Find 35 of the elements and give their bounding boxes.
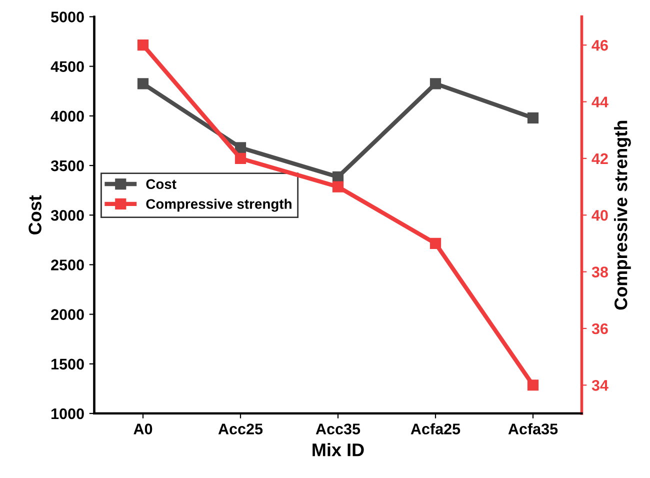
y2-tick-label: 44	[592, 96, 608, 108]
point	[430, 78, 442, 90]
y2-tick-label: 40	[592, 210, 608, 221]
y2-tick-label: 36	[592, 323, 608, 334]
y-tick-label: 1500	[52, 358, 84, 370]
y2-tick-label: 42	[592, 153, 608, 164]
y-tick-label: 3500	[50, 160, 84, 172]
point	[527, 112, 539, 124]
point	[137, 78, 149, 90]
x-tick-label: A0	[134, 424, 152, 434]
y-tick-label: 2000	[51, 309, 84, 320]
y-tick-label: 4500	[50, 61, 84, 72]
y2-tick-label: 34	[592, 380, 608, 391]
y-axis-title: Cost	[28, 195, 42, 234]
point	[234, 152, 246, 164]
y-tick-label: 5000	[51, 12, 84, 22]
y2-axis-title: Compressive strength	[614, 120, 631, 310]
y-tick-label: 3000	[50, 210, 84, 221]
x-tick-label: Acfa35	[508, 423, 558, 434]
y-tick-label: 1000	[52, 408, 84, 420]
x-axis-title: Mix ID	[312, 442, 364, 456]
y-tick-label: 4000	[50, 110, 84, 122]
point	[137, 40, 149, 51]
x-tick-label: Acc35	[316, 424, 360, 434]
x-tick-label: Acc25	[218, 424, 263, 434]
point	[430, 238, 442, 249]
y2-tick-label: 38	[592, 266, 608, 278]
y-tick-label: 2500	[51, 260, 84, 270]
x-tick-label: Acfa25	[410, 423, 460, 434]
point	[332, 181, 344, 192]
point	[234, 142, 246, 154]
point	[527, 380, 539, 391]
y2-tick-label: 46	[592, 40, 608, 51]
legend-label: Cost	[146, 179, 176, 190]
legend-label: Compressive strength	[146, 198, 292, 212]
